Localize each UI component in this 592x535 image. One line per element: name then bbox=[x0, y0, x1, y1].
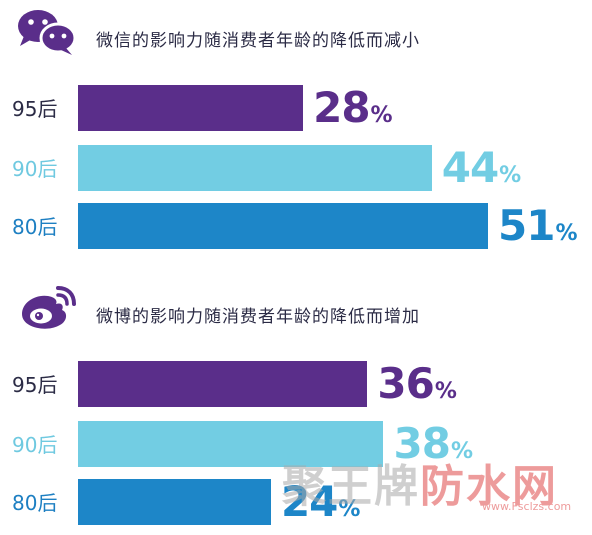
bar bbox=[78, 203, 488, 249]
bar bbox=[78, 361, 368, 407]
wechat-panel-header: 微信的影响力随消费者年龄的降低而减小 bbox=[0, 0, 592, 60]
value-number: 44 bbox=[441, 143, 499, 192]
bar bbox=[78, 421, 384, 467]
bar-row: 80后 24% bbox=[0, 479, 592, 525]
bar-row: 95后 28% bbox=[0, 85, 592, 131]
bar bbox=[78, 479, 271, 525]
category-label: 90后 bbox=[12, 433, 58, 457]
weibo-panel-header: 微博的影响力随消费者年龄的降低而增加 bbox=[0, 276, 592, 336]
value-label: 36% bbox=[377, 361, 457, 407]
category-label: 80后 bbox=[12, 215, 58, 239]
value-number: 24 bbox=[280, 477, 338, 526]
wechat-logo-icon bbox=[18, 10, 77, 55]
wechat-panel: 微信的影响力随消费者年龄的降低而减小 95后 28% 90后 44% 80后 51% bbox=[0, 0, 592, 260]
value-unit: % bbox=[555, 221, 578, 246]
chart-title: 微信的影响力随消费者年龄的降低而减小 bbox=[96, 31, 420, 51]
value-unit: % bbox=[370, 103, 393, 128]
value-unit: % bbox=[499, 163, 522, 188]
chart-title: 微博的影响力随消费者年龄的降低而增加 bbox=[96, 307, 420, 327]
value-label: 51% bbox=[498, 203, 578, 249]
bar bbox=[78, 85, 304, 131]
value-number: 36 bbox=[377, 359, 434, 408]
bar bbox=[78, 145, 432, 191]
bar-row: 90后 44% bbox=[0, 145, 592, 191]
value-number: 51 bbox=[498, 201, 555, 250]
bar-row: 90后 38% bbox=[0, 421, 592, 467]
weibo-logo-icon bbox=[22, 286, 76, 329]
value-unit: % bbox=[450, 439, 473, 464]
value-number: 38 bbox=[393, 419, 450, 468]
value-unit: % bbox=[434, 379, 457, 404]
value-label: 24% bbox=[281, 479, 361, 525]
category-label: 95后 bbox=[12, 97, 58, 121]
value-number: 28 bbox=[313, 83, 370, 132]
value-label: 28% bbox=[313, 85, 393, 131]
value-unit: % bbox=[338, 497, 361, 522]
category-label: 90后 bbox=[12, 157, 58, 181]
value-label: 38% bbox=[393, 421, 473, 467]
category-label: 95后 bbox=[12, 373, 58, 397]
weibo-panel: 微博的影响力随消费者年龄的降低而增加 95后 36% 90后 38% 80后 24% bbox=[0, 276, 592, 535]
category-label: 80后 bbox=[12, 491, 58, 515]
bar-row: 95后 36% bbox=[0, 361, 592, 407]
bar-row: 80后 51% bbox=[0, 203, 592, 249]
value-label: 44% bbox=[442, 145, 522, 191]
